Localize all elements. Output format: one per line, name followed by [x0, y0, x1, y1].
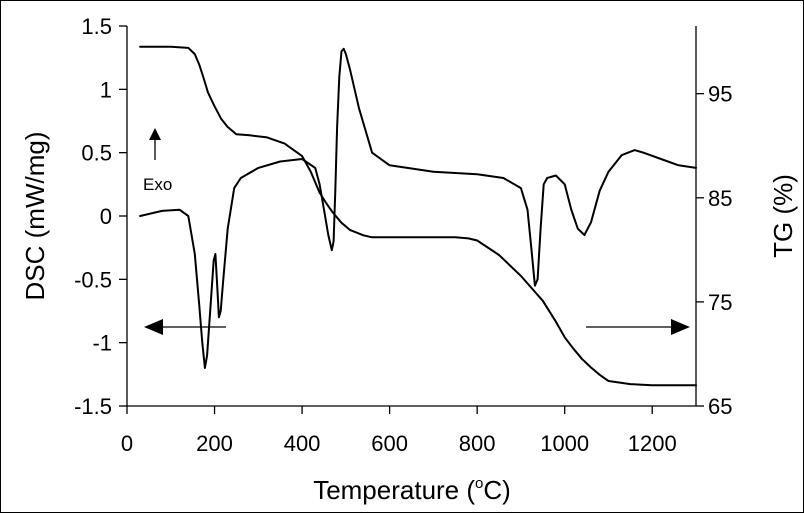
exo-label: Exo	[143, 175, 172, 194]
y-left-axis-title: DSC (mW/mg)	[20, 132, 50, 301]
left-axis-indicator-arrow	[144, 319, 226, 335]
x-tick-label: 0	[121, 431, 133, 456]
y-left-tick-label: 1	[100, 77, 112, 102]
y-right-tick-label: 75	[708, 290, 732, 315]
exo-arrowhead	[149, 128, 161, 140]
series-layer	[139, 45, 697, 387]
dsc-curve	[139, 47, 697, 369]
right-arrowhead	[671, 319, 690, 335]
y-left-tick-label: 0.5	[81, 141, 112, 166]
x-tick-label: 400	[284, 431, 321, 456]
x-tick-label: 600	[371, 431, 408, 456]
y-left-tick-label: 1.5	[81, 14, 112, 39]
y-right-tick-label: 95	[708, 82, 732, 107]
x-tick-label: 200	[196, 431, 233, 456]
x-axis-title-suffix: C)	[483, 475, 510, 505]
y-left-tick-label: -0.5	[74, 267, 112, 292]
tg-curve	[139, 45, 697, 387]
x-tick-label: 800	[459, 431, 496, 456]
ticks-layer: 0 200 400 600 800 1000 1200 1.5 1 0.5 0 -0.5 -1 -1.5 9…	[74, 14, 732, 456]
x-tick-label: 1200	[628, 431, 677, 456]
exo-annotation: Exo	[143, 128, 172, 194]
y-right-tick-label: 85	[708, 186, 732, 211]
right-axis-indicator-arrow	[586, 319, 690, 335]
y-left-tick-label: -1.5	[74, 394, 112, 419]
y-left-tick-label: -1	[92, 331, 112, 356]
left-arrowhead	[144, 319, 163, 335]
x-tick-label: 1000	[540, 431, 589, 456]
x-axis-title-prefix: Temperature (	[313, 475, 475, 505]
y-right-axis-title: TG (%)	[768, 174, 798, 258]
y-left-tick-label: 0	[100, 204, 112, 229]
y-right-tick-label: 65	[708, 394, 732, 419]
x-axis-title: Temperature (oC)	[313, 475, 511, 505]
x-axis-title-superscript: o	[475, 475, 483, 492]
